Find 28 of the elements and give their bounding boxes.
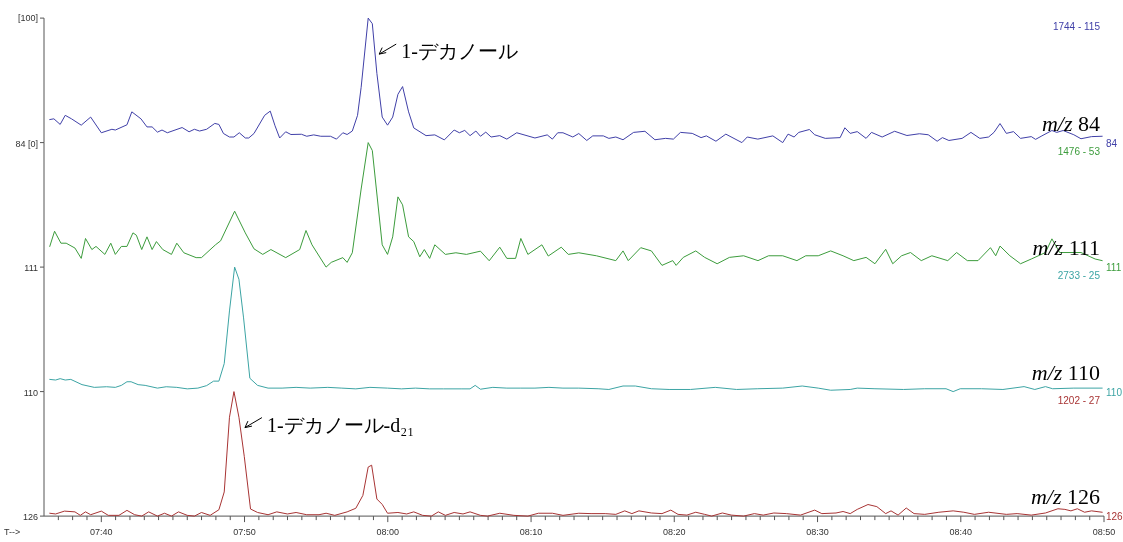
text: 126 (1106, 511, 1123, 523)
x-tick-label: 07:40 (90, 527, 113, 538)
annotation: 2733 - 25 (1057, 270, 1101, 282)
x-axis-title: T--> (4, 527, 21, 538)
x-tick-label: 08:30 (806, 527, 829, 538)
text: 84 [0] (15, 138, 38, 149)
text: 110 (1106, 386, 1123, 398)
x-tick-label: 08:20 (662, 527, 686, 538)
x-tick-label: 08:00 (376, 527, 400, 538)
annotation: 1744 - 115 (1052, 21, 1101, 33)
x-tick-label: 07:50 (233, 527, 256, 538)
annotation: 1476 - 53 (1057, 145, 1101, 157)
annotation: 1202 - 27 (1057, 394, 1101, 406)
text: 111 (24, 263, 38, 274)
series-label: m/z 111 (1032, 235, 1100, 261)
annotation: 1-デカノール (401, 40, 518, 63)
text: 126 (22, 512, 38, 523)
text: 111 (1106, 262, 1122, 274)
x-tick-label: 08:10 (519, 527, 543, 538)
series-label: m/z 126 (1030, 484, 1100, 510)
text: 84 (1106, 137, 1118, 149)
series-label: m/z 84 (1041, 110, 1100, 136)
text: [100] (17, 13, 38, 24)
series-label: m/z 110 (1031, 359, 1100, 385)
x-tick-label: 08:50 (1092, 527, 1116, 538)
annotation: 1-デカノール-d₂₁ (266, 413, 415, 436)
x-tick-label: 08:40 (949, 527, 973, 538)
text: 110 (23, 387, 38, 398)
